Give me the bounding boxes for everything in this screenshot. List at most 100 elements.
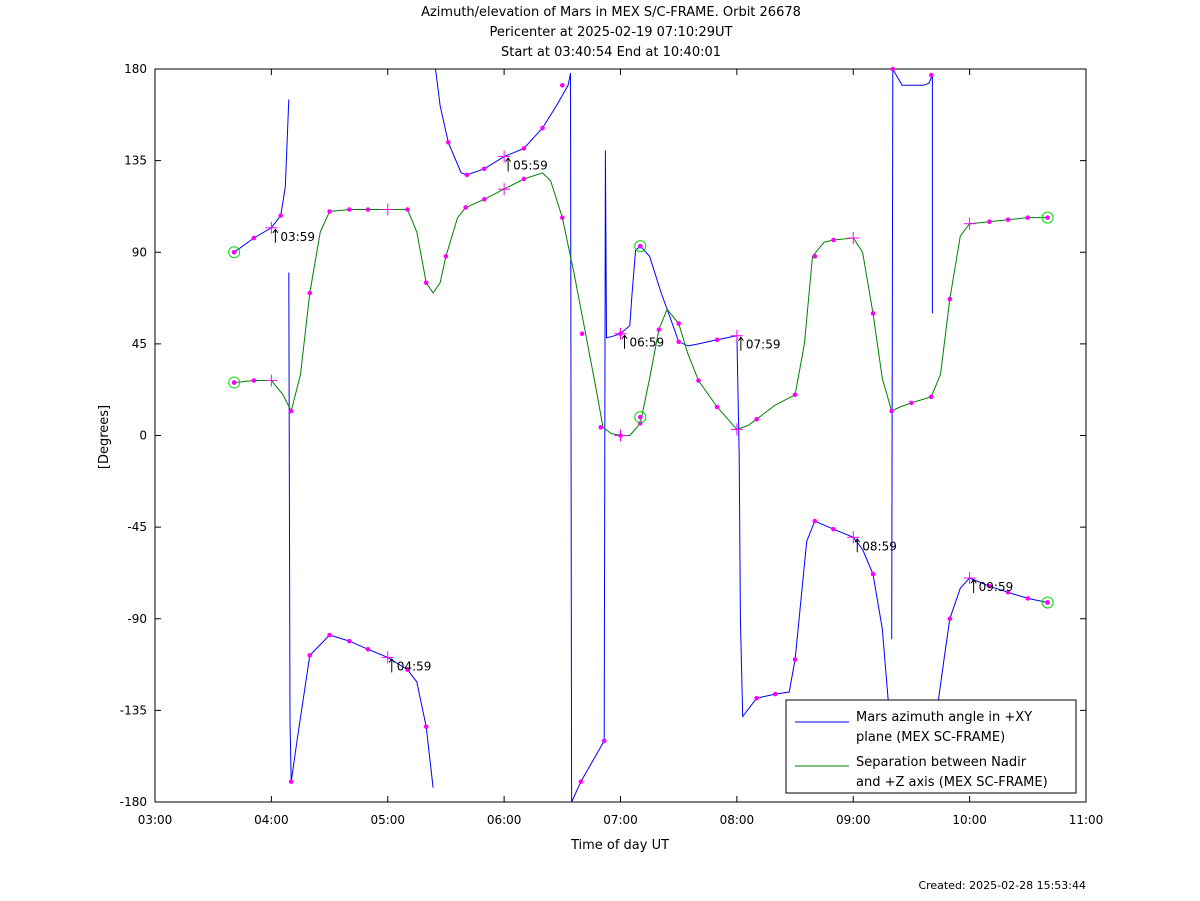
data-point-67 bbox=[1005, 217, 1011, 222]
data-point-1 bbox=[251, 235, 257, 241]
data-point-16 bbox=[578, 779, 584, 784]
data-point-57 bbox=[754, 416, 759, 422]
data-point-43 bbox=[423, 280, 429, 286]
hour-marker-7 bbox=[614, 429, 627, 442]
chart-title-line-1: Azimuth/elevation of Mars in MEX S/C-FRA… bbox=[421, 5, 801, 20]
data-point-11 bbox=[464, 172, 470, 178]
data-point-53 bbox=[656, 327, 662, 332]
data-point-15 bbox=[560, 82, 565, 88]
data-point-31 bbox=[987, 583, 992, 589]
x-axis-label: Time of day UT bbox=[570, 838, 669, 853]
data-point-58 bbox=[792, 392, 798, 398]
hour-marker-0 bbox=[265, 221, 278, 234]
data-point-49 bbox=[579, 331, 585, 336]
legend-label-separation-line-2: and +Z axis (MEX SC-FRAME) bbox=[856, 775, 1048, 790]
endpoint-dot-4 bbox=[1045, 215, 1050, 220]
x-tick-label-6: 09:00 bbox=[836, 813, 871, 827]
y-tick-label-7: -135 bbox=[120, 703, 147, 717]
series-0-line-segment-2 bbox=[435, 68, 571, 176]
data-point-6 bbox=[347, 638, 352, 644]
endpoint-circle-4 bbox=[1041, 211, 1054, 224]
data-point-42 bbox=[405, 207, 410, 212]
endpoint-dot-5 bbox=[1045, 600, 1050, 605]
data-point-3 bbox=[288, 779, 294, 784]
hour-marker-6 bbox=[614, 327, 627, 340]
data-point-10 bbox=[445, 140, 451, 145]
data-point-48 bbox=[560, 215, 565, 220]
data-point-2 bbox=[278, 213, 283, 218]
data-point-39 bbox=[327, 209, 332, 214]
data-point-32 bbox=[1005, 589, 1011, 595]
time-annotation-arrow-0 bbox=[272, 228, 279, 234]
data-point-44 bbox=[443, 254, 449, 259]
data-point-40 bbox=[347, 207, 352, 212]
axis-ticks: 03:00 04:00 05:00 06:00 07:00 08:00 09:00 10:00… bbox=[120, 62, 1104, 827]
data-point-23 bbox=[772, 691, 778, 697]
x-tick-label-2: 05:00 bbox=[370, 813, 405, 827]
x-tick-label-1: 04:00 bbox=[254, 813, 289, 827]
endpoint-dot-1 bbox=[231, 380, 237, 385]
x-tick-label-3: 06:00 bbox=[487, 813, 522, 827]
created-timestamp: Created: 2025-02-28 15:53:44 bbox=[918, 879, 1086, 892]
time-annotation-label-5: 08:59 bbox=[862, 539, 897, 553]
data-point-26 bbox=[831, 526, 836, 532]
endpoint-circle-2 bbox=[634, 240, 647, 253]
data-point-68 bbox=[1025, 215, 1031, 220]
data-point-54 bbox=[676, 321, 681, 326]
legend-label-azimuth-line-1: Mars azimuth angle in +XY bbox=[856, 710, 1032, 725]
data-point-65 bbox=[947, 296, 953, 302]
y-tick-label-3: 45 bbox=[132, 337, 147, 351]
time-annotation-arrow-5 bbox=[854, 537, 861, 543]
data-point-60 bbox=[831, 237, 836, 243]
data-point-17 bbox=[601, 738, 607, 744]
data-point-63 bbox=[909, 400, 914, 406]
data-point-8 bbox=[405, 667, 410, 672]
data-point-7 bbox=[365, 646, 371, 652]
data-point-37 bbox=[288, 408, 294, 414]
endpoint-dot-3 bbox=[637, 414, 643, 420]
data-point-62 bbox=[889, 408, 894, 414]
x-tick-label-7: 10:00 bbox=[952, 813, 987, 827]
hour-marker-9 bbox=[730, 423, 743, 436]
x-tick-label-0: 03:00 bbox=[138, 813, 173, 827]
y-tick-label-1: 135 bbox=[124, 154, 147, 168]
data-point-50 bbox=[598, 425, 604, 430]
chart-title-line-3: Start at 03:40:54 End at 10:40:01 bbox=[501, 45, 721, 60]
data-point-5 bbox=[327, 632, 332, 638]
series-0-line-segment-5 bbox=[931, 577, 1048, 741]
data-point-29 bbox=[928, 72, 934, 78]
data-point-21 bbox=[714, 337, 720, 343]
series-0-line-segment-0 bbox=[233, 99, 290, 253]
series-0-line-segment-3 bbox=[570, 73, 891, 803]
data-point-28 bbox=[890, 66, 896, 72]
data-point-55 bbox=[696, 378, 701, 383]
endpoint-dot-2 bbox=[637, 243, 643, 249]
data-point-22 bbox=[754, 695, 759, 701]
x-tick-label-4: 07:00 bbox=[603, 813, 638, 827]
hour-marker-1 bbox=[265, 374, 278, 387]
data-point-27 bbox=[870, 571, 876, 577]
y-axis-label: [Degrees] bbox=[97, 405, 112, 469]
marker-layer bbox=[228, 66, 1054, 784]
time-annotation-label-2: 05:59 bbox=[513, 159, 548, 173]
y-tick-label-6: -90 bbox=[127, 612, 147, 626]
legend-box bbox=[785, 699, 1077, 794]
data-point-9 bbox=[423, 724, 429, 729]
time-annotation-label-3: 06:59 bbox=[630, 336, 665, 350]
hour-marker-13 bbox=[963, 217, 976, 230]
legend-label-separation-line-1: Separation between Nadir bbox=[856, 755, 1027, 770]
data-point-36 bbox=[251, 378, 257, 383]
data-point-4 bbox=[307, 653, 313, 658]
time-annotation-arrow-2 bbox=[505, 157, 512, 162]
chart-title-line-2: Pericenter at 2025-02-19 07:10:29UT bbox=[489, 25, 732, 40]
hour-marker-12 bbox=[963, 572, 976, 585]
endpoint-circle-5 bbox=[1041, 596, 1054, 609]
y-tick-label-0: 180 bbox=[124, 62, 147, 76]
data-point-25 bbox=[812, 518, 818, 524]
endpoint-circle-3 bbox=[634, 411, 647, 424]
endpoint-circle-0 bbox=[228, 246, 241, 259]
data-point-38 bbox=[307, 290, 313, 296]
hour-marker-8 bbox=[730, 329, 743, 342]
data-point-24 bbox=[792, 657, 798, 662]
